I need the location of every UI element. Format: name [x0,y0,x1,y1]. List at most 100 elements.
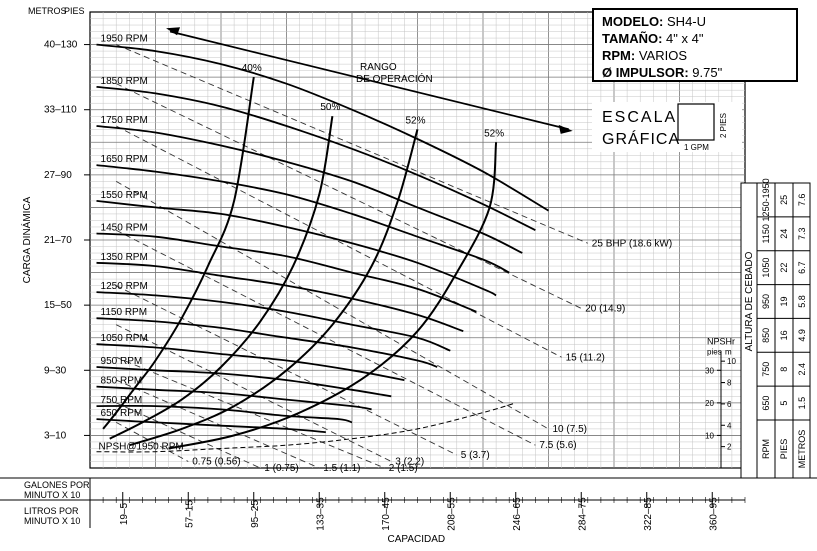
x-tick-label: 170–45 [381,497,392,531]
x-tick-label: 208–55 [446,497,457,531]
table-cell: 950 [761,294,771,309]
bhp-line [116,83,582,309]
bhp-label: 7.5 (5.6) [539,440,576,451]
bhp-label: 15 (11.2) [566,352,605,363]
info-impeller-row: Ø IMPULSOR: 9.75" [602,64,788,81]
table-row-label: METROS [797,430,807,469]
table-cell: 1050 [761,258,771,278]
scale-horizontal-label: 1 GPM [684,143,709,152]
y-tick-label: 33–110 [44,105,77,116]
model-label: MODELO: [602,14,664,29]
operating-range-arrow-right [558,124,573,134]
table-row-label: RPM [761,439,771,459]
table-cell: 1150 [761,224,771,243]
rpm-curve [96,418,326,434]
npsh-axis-m-label: m [725,348,732,357]
operating-range-label-line1: RANGO [360,62,397,73]
npsh-m-tick-label: 10 [727,357,736,366]
x-lpm-label-line1: LITROS POR [24,506,79,516]
x-tick-label: 95–25 [250,500,261,528]
efficiency-curve [109,116,334,440]
efficiency-label: 52% [406,115,426,126]
x-tick-label: 133–35 [315,497,326,531]
efficiency-label: 50% [320,102,340,113]
y-tick-label: 9–30 [44,365,67,376]
npsh-m-tick-label: 4 [727,421,732,430]
y-tick-label: 40–130 [44,40,78,51]
efficiency-curve [102,76,255,430]
x-gpm-label-line2: MINUTO X 10 [24,490,80,500]
rpm-label: 1650 RPM [101,154,148,165]
bhp-label: 10 (7.5) [553,424,587,435]
y-meters-header: METROS [28,6,67,16]
rpm-label: 1250 RPM [101,281,148,292]
table-cell: 5.8 [797,295,807,308]
x-axis-label: CAPACIDAD [388,534,446,545]
bhp-label: 20 (14.9) [585,303,625,314]
table-cell: 4.9 [797,329,807,342]
scale-legend: ESCALA GRÁFICA 2 PIES 1 GPM [592,102,742,152]
rpm-curve [96,200,497,297]
y-feet-header: PIES [64,6,85,16]
bhp-label: 0.75 (0.56) [192,456,240,467]
x-tick-label: 57–15 [184,500,195,528]
y-tick-label: 3–10 [44,430,67,441]
bhp-label: 2 (1.5) [389,463,418,474]
rpm-value: VARIOS [638,48,688,63]
npsh-axis-ft-label: pies [707,348,722,357]
bhp-line [116,402,261,469]
axes: METROSPIES3–109–3015–5021–7027–9033–1104… [0,6,817,545]
scale-vertical-label: 2 PIES [719,113,728,138]
info-model-row: MODELO: SH4-U [602,13,788,30]
table-cell: 750 [761,362,771,377]
table-cell: 24 [779,229,789,239]
npsh-ft-tick-label: 20 [705,399,714,408]
operating-range-arrow-left [166,27,181,36]
npsh-ft-tick-label: 10 [705,431,714,440]
rpm-curve [96,291,451,352]
impeller-value: 9.75" [692,65,723,80]
rpm-label: 650 RPM [101,408,143,419]
x-tick-label: 284–75 [577,497,588,531]
scale-text-bottom: GRÁFICA [602,129,680,148]
x-tick-label: 322–85 [643,497,654,531]
scale-text-top: ESCALA [602,109,677,126]
npsh-ft-tick-label: 30 [705,366,714,375]
rpm-label: 1150 RPM [101,307,148,318]
bhp-label: 5 (3.7) [461,450,490,461]
y-tick-label: 15–50 [44,300,72,311]
y-tick-label: 21–70 [44,235,72,246]
table-cell: 650 [761,396,771,411]
bhp-line [115,180,549,430]
rpm-curve [96,366,392,398]
bhp-label: 1.5 (1.1) [323,463,360,474]
rpm-label: 1750 RPM [101,115,148,126]
bhp-line [115,229,536,446]
table-cell: 16 [779,330,789,340]
y-tick-label: 27–90 [44,170,72,181]
x-lpm-label-line2: MINUTO X 10 [24,516,80,526]
rpm-label: 950 RPM [101,356,143,367]
table-cell: 5 [779,401,789,406]
x-gpm-label-line1: GALONES POR [24,480,90,490]
bhp-label: 25 BHP (18.6 kW) [592,238,672,249]
rpm-label: 1050 RPM [101,333,148,344]
rpm-curve [96,385,372,411]
rpm-curve [96,343,405,381]
rpm-curve [96,125,523,254]
table-cell: 7.6 [797,194,807,207]
size-label: TAMAÑO: [602,31,663,46]
size-value: 4" x 4" [666,31,704,46]
impeller-label: Ø IMPULSOR: [602,65,689,80]
npsh-m-tick-label: 6 [727,400,732,409]
rpm-label: 1950 RPM [101,34,148,45]
info-box: MODELO: SH4-U TAMAÑO: 4" x 4" RPM: VARIO… [592,8,798,82]
suction-table: ALTURA DE CEBADO RPM PIES METROS 650 5 1.5 750 8… [740,178,811,479]
table-cell: 1250-1950 [761,178,771,221]
info-size-row: TAMAÑO: 4" x 4" [602,30,788,47]
table-cell: 8 [779,367,789,372]
npsh-axis-header: NPSHr [707,337,735,347]
bhp-line [115,125,562,358]
